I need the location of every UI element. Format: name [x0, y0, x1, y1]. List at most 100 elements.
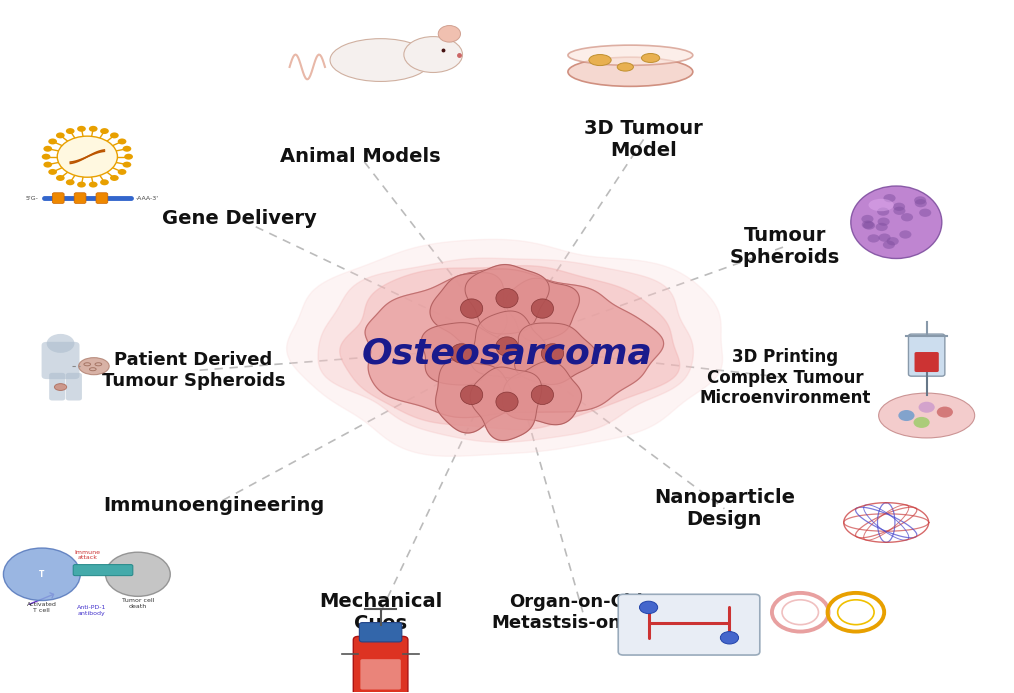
Text: Animal Models: Animal Models	[280, 147, 441, 166]
Ellipse shape	[55, 384, 67, 390]
Circle shape	[105, 552, 170, 597]
Circle shape	[919, 402, 935, 413]
FancyBboxPatch shape	[49, 373, 65, 401]
Circle shape	[49, 139, 57, 144]
Text: Immune
attack: Immune attack	[74, 550, 100, 561]
Ellipse shape	[869, 199, 893, 211]
FancyBboxPatch shape	[359, 622, 402, 642]
Circle shape	[893, 202, 906, 211]
Circle shape	[56, 132, 65, 139]
Ellipse shape	[531, 299, 554, 318]
Circle shape	[876, 223, 888, 231]
Text: 3D Printing
Complex Tumour
Microenvironment: 3D Printing Complex Tumour Microenvironm…	[700, 348, 871, 407]
Polygon shape	[436, 360, 513, 433]
Ellipse shape	[851, 186, 942, 258]
Circle shape	[914, 196, 926, 204]
Circle shape	[123, 146, 131, 152]
Circle shape	[898, 410, 915, 421]
Ellipse shape	[450, 344, 473, 363]
Circle shape	[125, 154, 133, 159]
Circle shape	[66, 128, 75, 134]
Circle shape	[110, 132, 119, 139]
Circle shape	[901, 213, 913, 221]
Circle shape	[899, 230, 912, 238]
FancyBboxPatch shape	[73, 565, 133, 576]
Text: Organ-on-Chip
Metastsis-on-Chip: Organ-on-Chip Metastsis-on-Chip	[492, 593, 674, 631]
Polygon shape	[422, 323, 508, 385]
Circle shape	[640, 602, 658, 613]
Text: Tumour
Spheroids: Tumour Spheroids	[730, 226, 841, 267]
Ellipse shape	[496, 288, 518, 308]
Text: Activated
T cell: Activated T cell	[27, 602, 57, 613]
Polygon shape	[430, 272, 507, 346]
Text: 5'G-: 5'G-	[26, 195, 39, 200]
Polygon shape	[470, 367, 541, 441]
Circle shape	[77, 126, 86, 132]
Text: T: T	[40, 570, 45, 579]
Circle shape	[57, 136, 118, 177]
Text: Patient Derived
Tumour Spheroids: Patient Derived Tumour Spheroids	[101, 351, 285, 390]
Circle shape	[883, 194, 895, 202]
Circle shape	[863, 221, 875, 229]
Ellipse shape	[531, 385, 554, 405]
FancyBboxPatch shape	[909, 334, 945, 376]
FancyBboxPatch shape	[53, 193, 64, 204]
Circle shape	[66, 179, 75, 185]
Ellipse shape	[460, 299, 483, 318]
Text: Osteosarcoma: Osteosarcoma	[362, 336, 652, 370]
Circle shape	[44, 161, 52, 168]
Text: 3D Tumour
Model: 3D Tumour Model	[584, 119, 703, 160]
Circle shape	[862, 220, 874, 229]
Circle shape	[44, 146, 52, 152]
FancyBboxPatch shape	[360, 659, 401, 690]
Circle shape	[42, 154, 51, 159]
Circle shape	[100, 179, 108, 185]
Ellipse shape	[618, 63, 634, 71]
Circle shape	[720, 631, 738, 644]
Circle shape	[118, 169, 127, 175]
Text: Anti-PD-1
antibody: Anti-PD-1 antibody	[77, 605, 106, 616]
Polygon shape	[365, 269, 663, 418]
Circle shape	[77, 182, 86, 188]
FancyBboxPatch shape	[96, 193, 107, 204]
Circle shape	[868, 234, 880, 243]
Circle shape	[914, 417, 930, 428]
Text: -AAA-3': -AAA-3'	[136, 195, 159, 200]
Circle shape	[89, 182, 97, 188]
Text: Immunoengineering: Immunoengineering	[103, 495, 324, 515]
Text: Tumor cell
death: Tumor cell death	[122, 599, 154, 609]
Circle shape	[893, 207, 906, 215]
FancyBboxPatch shape	[619, 595, 759, 655]
Circle shape	[110, 175, 119, 181]
Polygon shape	[503, 362, 582, 425]
Polygon shape	[515, 323, 597, 385]
Text: Gene Delivery: Gene Delivery	[161, 209, 316, 228]
Circle shape	[100, 128, 108, 134]
Ellipse shape	[79, 358, 110, 375]
Ellipse shape	[496, 337, 518, 356]
Circle shape	[937, 407, 953, 418]
Circle shape	[49, 169, 57, 175]
Circle shape	[861, 215, 873, 223]
Ellipse shape	[878, 393, 974, 438]
Polygon shape	[470, 311, 547, 378]
Circle shape	[919, 209, 931, 217]
FancyBboxPatch shape	[66, 373, 82, 401]
Polygon shape	[318, 258, 694, 442]
Polygon shape	[340, 265, 679, 430]
Ellipse shape	[568, 45, 693, 65]
Circle shape	[883, 240, 895, 249]
Circle shape	[118, 139, 127, 144]
Ellipse shape	[404, 37, 462, 73]
FancyBboxPatch shape	[353, 636, 408, 693]
Circle shape	[877, 207, 889, 216]
Ellipse shape	[438, 26, 460, 42]
Circle shape	[89, 126, 97, 132]
Ellipse shape	[642, 53, 660, 62]
Polygon shape	[287, 239, 723, 456]
Ellipse shape	[541, 344, 564, 363]
Ellipse shape	[460, 385, 483, 405]
Polygon shape	[465, 265, 550, 334]
Circle shape	[886, 237, 898, 245]
FancyBboxPatch shape	[42, 342, 79, 379]
